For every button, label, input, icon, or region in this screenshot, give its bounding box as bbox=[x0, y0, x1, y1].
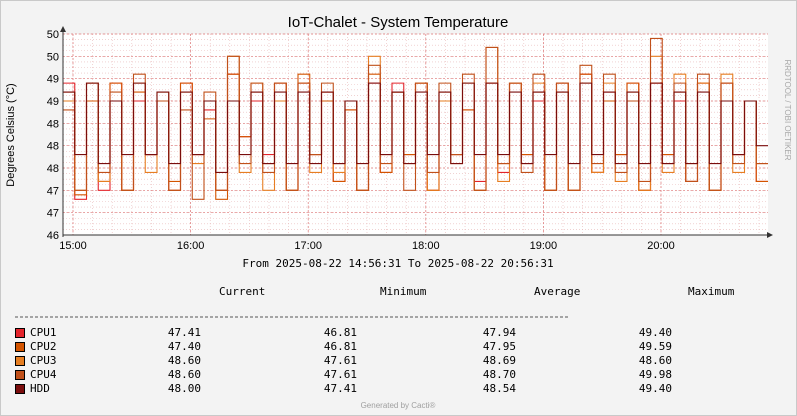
y-tick-label: 48 bbox=[47, 141, 59, 153]
x-tick-label: 15:00 bbox=[59, 240, 87, 252]
y-axis-arrow bbox=[60, 26, 66, 32]
series-line-hdd bbox=[63, 82, 768, 174]
legend-header-current: Current bbox=[219, 285, 266, 298]
rrdtool-watermark: RRDTOOL / TOBI OETIKER bbox=[783, 59, 792, 160]
chart-title: IoT-Chalet - System Temperature bbox=[288, 14, 509, 31]
legend-swatch bbox=[15, 370, 25, 380]
legend-minimum: 46.81 bbox=[323, 326, 357, 339]
x-tick-label: 18:00 bbox=[412, 240, 440, 252]
legend-series-name: CPU1 bbox=[30, 326, 57, 339]
legend-swatch bbox=[15, 328, 25, 338]
x-tick-label: 19:00 bbox=[530, 240, 558, 252]
legend-series-name: CPU4 bbox=[30, 368, 57, 381]
legend-header-minimum: Minimum bbox=[380, 285, 427, 298]
legend-current: 47.41 bbox=[167, 326, 201, 339]
y-tick-label: 49 bbox=[47, 96, 59, 108]
legend-swatch bbox=[15, 384, 25, 394]
legend-current: 47.40 bbox=[167, 340, 201, 353]
legend-swatch bbox=[15, 342, 25, 352]
legend-average: 48.54 bbox=[482, 382, 516, 395]
y-tick-label: 47 bbox=[47, 185, 59, 197]
legend-current: 48.60 bbox=[167, 354, 201, 367]
legend-minimum: 47.61 bbox=[323, 368, 357, 381]
legend-average: 47.94 bbox=[482, 326, 516, 339]
x-tick-label: 16:00 bbox=[177, 240, 205, 252]
legend-header-average: Average bbox=[534, 285, 581, 298]
legend-maximum: 49.98 bbox=[638, 368, 672, 381]
legend-minimum: 46.81 bbox=[323, 340, 357, 353]
legend-minimum: 47.61 bbox=[323, 354, 357, 367]
legend-swatch bbox=[15, 356, 25, 366]
y-tick-label: 48 bbox=[47, 163, 59, 175]
y-tick-label: 49 bbox=[47, 74, 59, 86]
x-tick-label: 20:00 bbox=[647, 240, 675, 252]
y-tick-label: 48 bbox=[47, 118, 59, 130]
legend-maximum: 48.60 bbox=[638, 354, 672, 367]
legend-current: 48.00 bbox=[167, 382, 201, 395]
x-axis-arrow bbox=[767, 232, 773, 238]
y-tick-label: 46 bbox=[47, 230, 59, 242]
y-axis-label: Degrees Celsius (°C) bbox=[5, 83, 17, 186]
legend-series-name: CPU2 bbox=[30, 340, 57, 353]
legend-maximum: 49.59 bbox=[638, 340, 672, 353]
legend-series-name: CPU3 bbox=[30, 354, 57, 367]
legend-maximum: 49.40 bbox=[638, 326, 672, 339]
legend-average: 48.70 bbox=[482, 368, 516, 381]
legend-current: 48.60 bbox=[167, 368, 201, 381]
legend-header-maximum: Maximum bbox=[688, 285, 735, 298]
axes: 46 47 47 48 48 48 49 49 50 50 15:00 16:00 17:00 18:00… bbox=[47, 26, 773, 252]
y-tick-label: 50 bbox=[47, 29, 59, 41]
legend-series-name: HDD bbox=[30, 382, 50, 395]
legend-average: 48.69 bbox=[482, 354, 516, 367]
generated-by-footer: Generated by Cacti® bbox=[361, 401, 436, 410]
legend-minimum: 47.41 bbox=[323, 382, 357, 395]
legend-maximum: 49.40 bbox=[638, 382, 672, 395]
y-tick-label: 50 bbox=[47, 51, 59, 63]
y-tick-label: 47 bbox=[47, 208, 59, 220]
time-range-label: From 2025-08-22 14:56:31 To 2025-08-22 2… bbox=[242, 257, 553, 270]
x-tick-label: 17:00 bbox=[294, 240, 322, 252]
series-group bbox=[63, 37, 768, 200]
legend-average: 47.95 bbox=[482, 340, 516, 353]
